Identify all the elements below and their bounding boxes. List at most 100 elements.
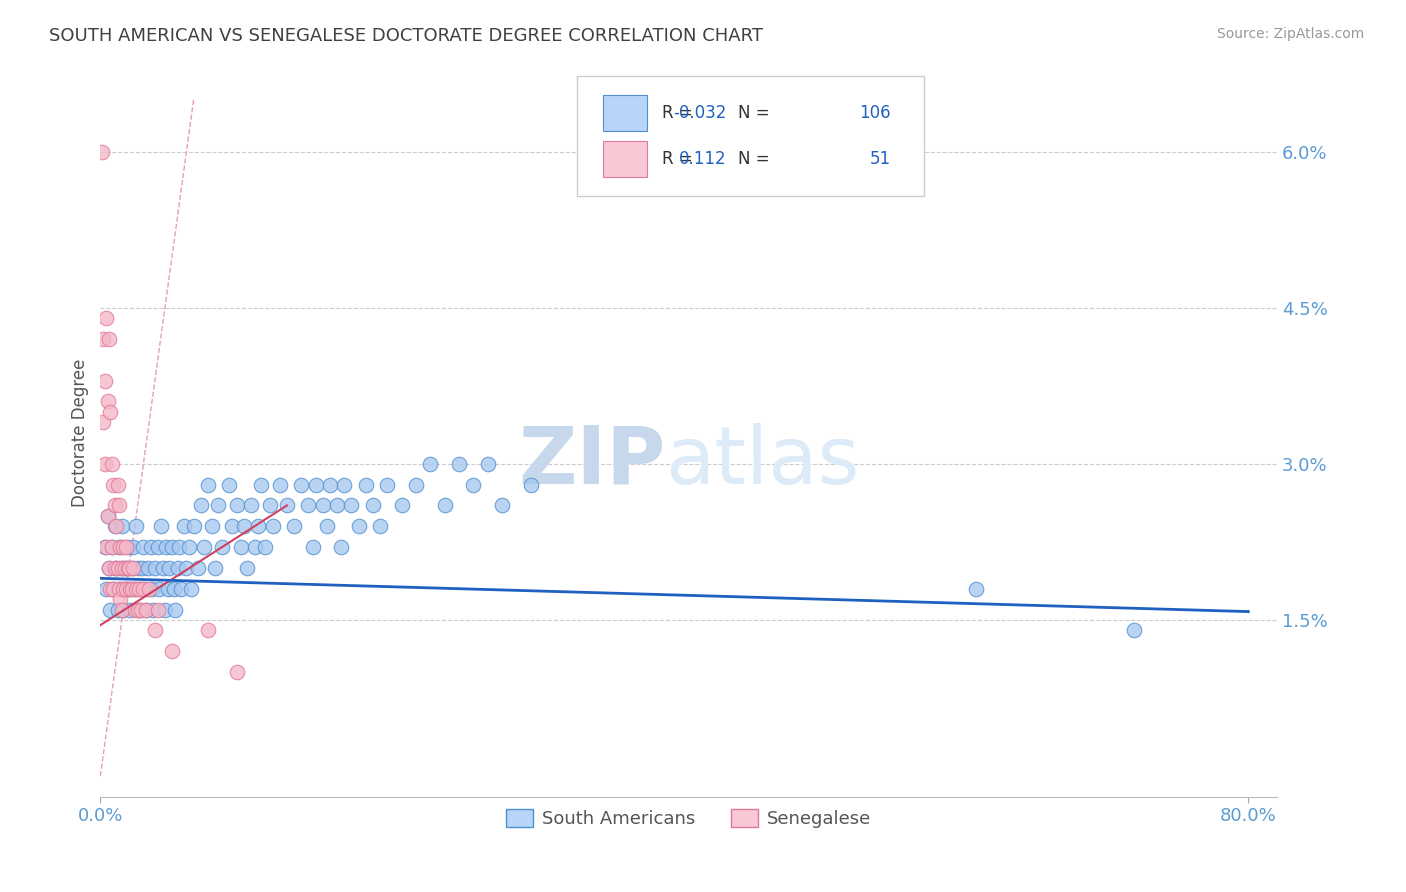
- Point: [225, 665, 247, 679]
- Point: [117, 540, 139, 554]
- Point: [103, 582, 125, 596]
- Point: [121, 561, 143, 575]
- Point: [235, 561, 257, 575]
- Point: [96, 394, 118, 409]
- FancyBboxPatch shape: [576, 76, 924, 196]
- Point: [112, 540, 135, 554]
- Point: [146, 540, 169, 554]
- Point: [97, 332, 120, 346]
- Point: [163, 602, 186, 616]
- Text: 51: 51: [870, 150, 891, 168]
- Point: [193, 540, 215, 554]
- Point: [104, 561, 127, 575]
- Point: [135, 602, 157, 616]
- Point: [245, 540, 267, 554]
- Point: [118, 561, 141, 575]
- Point: [433, 499, 456, 513]
- Point: [240, 499, 263, 513]
- Point: [105, 519, 128, 533]
- Point: [143, 624, 166, 638]
- Point: [97, 561, 120, 575]
- Point: [297, 499, 319, 513]
- Point: [333, 477, 356, 491]
- Point: [104, 499, 127, 513]
- Point: [128, 602, 150, 616]
- Bar: [603, 95, 648, 130]
- Point: [247, 519, 270, 533]
- Point: [176, 561, 198, 575]
- Point: [108, 540, 131, 554]
- Point: [127, 602, 149, 616]
- Point: [125, 582, 148, 596]
- Point: [201, 519, 224, 533]
- Point: [120, 602, 142, 616]
- Point: [122, 561, 145, 575]
- Point: [96, 508, 118, 523]
- Point: [93, 457, 115, 471]
- Point: [93, 374, 115, 388]
- Point: [229, 540, 252, 554]
- Point: [129, 602, 152, 616]
- Point: [138, 582, 160, 596]
- Point: [110, 592, 132, 607]
- Point: [107, 602, 129, 616]
- Point: [127, 561, 149, 575]
- Point: [124, 602, 146, 616]
- Text: N =: N =: [738, 150, 775, 168]
- Point: [157, 561, 180, 575]
- Text: R =: R =: [662, 103, 697, 121]
- Point: [221, 519, 243, 533]
- Text: atlas: atlas: [665, 423, 859, 500]
- Point: [160, 644, 183, 658]
- Point: [129, 582, 152, 596]
- Point: [121, 582, 143, 596]
- Point: [419, 457, 441, 471]
- Point: [118, 582, 141, 596]
- Point: [211, 540, 233, 554]
- Point: [173, 519, 195, 533]
- Bar: [603, 141, 648, 178]
- Point: [148, 582, 170, 596]
- Point: [111, 561, 134, 575]
- Point: [491, 499, 513, 513]
- Point: [149, 519, 172, 533]
- Point: [97, 561, 120, 575]
- Point: [965, 582, 987, 596]
- Point: [391, 499, 413, 513]
- Point: [197, 624, 219, 638]
- Point: [142, 602, 165, 616]
- Text: N =: N =: [738, 103, 775, 121]
- Point: [101, 457, 124, 471]
- Text: SOUTH AMERICAN VS SENEGALESE DOCTORATE DEGREE CORRELATION CHART: SOUTH AMERICAN VS SENEGALESE DOCTORATE D…: [49, 27, 763, 45]
- Point: [304, 477, 326, 491]
- Point: [93, 540, 115, 554]
- Point: [91, 415, 114, 429]
- Point: [197, 477, 219, 491]
- Point: [125, 519, 148, 533]
- Y-axis label: Doctorate Degree: Doctorate Degree: [72, 359, 89, 507]
- Point: [110, 582, 132, 596]
- Point: [103, 582, 125, 596]
- Point: [477, 457, 499, 471]
- Point: [463, 477, 485, 491]
- Point: [135, 602, 157, 616]
- Point: [449, 457, 471, 471]
- Point: [354, 477, 377, 491]
- Point: [375, 477, 398, 491]
- Point: [276, 499, 298, 513]
- Point: [143, 561, 166, 575]
- Point: [101, 540, 124, 554]
- Point: [160, 540, 183, 554]
- Point: [139, 540, 162, 554]
- Point: [232, 519, 254, 533]
- Point: [131, 561, 153, 575]
- Point: [290, 477, 312, 491]
- Point: [107, 561, 129, 575]
- Point: [112, 582, 135, 596]
- Point: [103, 477, 125, 491]
- Point: [155, 540, 177, 554]
- Point: [120, 582, 142, 596]
- Point: [91, 332, 114, 346]
- Point: [108, 582, 131, 596]
- Point: [100, 582, 122, 596]
